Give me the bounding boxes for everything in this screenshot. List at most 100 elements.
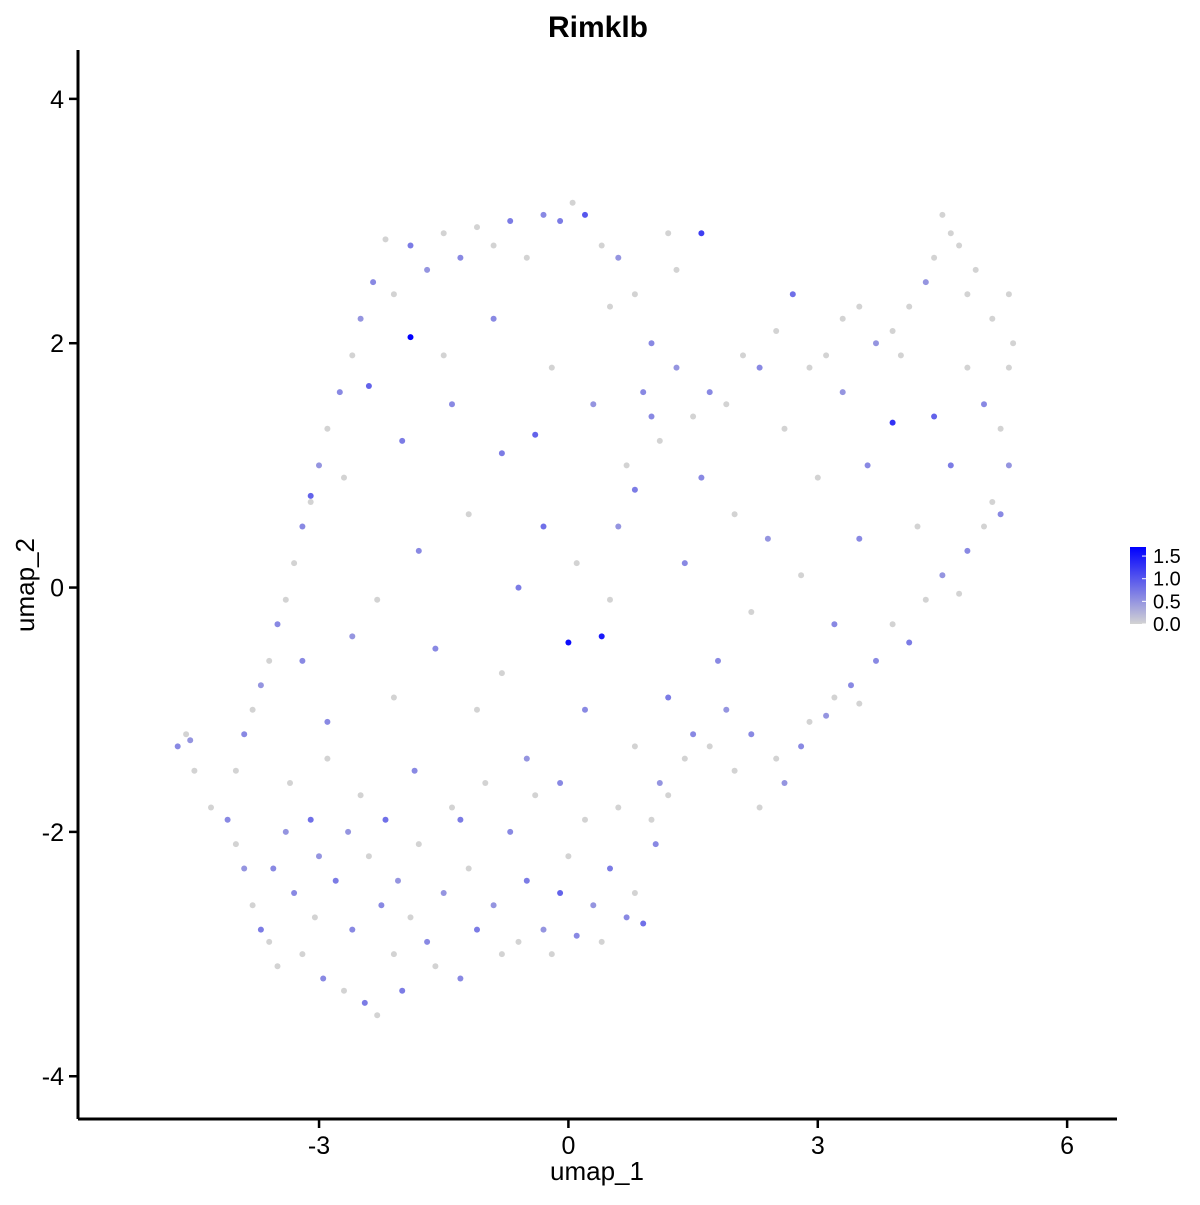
data-point (723, 401, 730, 408)
data-point (931, 413, 938, 420)
data-point (773, 755, 780, 762)
data-point (532, 431, 539, 438)
data-point (964, 547, 971, 554)
data-point (374, 596, 381, 603)
data-point (673, 364, 680, 371)
data-point (573, 932, 580, 939)
data-point (465, 865, 472, 872)
data-point (598, 633, 605, 640)
y-tick-label: -4 (42, 1063, 64, 1091)
data-point (299, 951, 306, 958)
data-point (615, 523, 622, 530)
data-point (756, 364, 763, 371)
data-point (311, 914, 318, 921)
data-point (631, 743, 638, 750)
data-point (432, 645, 439, 652)
data-point (723, 706, 730, 713)
data-point (856, 535, 863, 542)
data-point (897, 352, 904, 359)
data-point (548, 951, 555, 958)
data-point (956, 590, 963, 597)
data-point (773, 328, 780, 334)
data-point (316, 853, 322, 860)
data-point (474, 224, 480, 231)
data-point (474, 706, 480, 713)
data-point (415, 841, 422, 848)
data-point (856, 700, 863, 707)
data-point (931, 254, 938, 261)
data-point (740, 352, 746, 359)
data-point (665, 230, 672, 237)
data-point (415, 547, 422, 554)
data-point (540, 211, 547, 218)
chart-title: Rimklb (548, 11, 648, 44)
data-point (282, 828, 289, 835)
data-point (698, 230, 705, 237)
data-point (756, 804, 763, 811)
data-point (731, 767, 738, 774)
data-point (341, 474, 347, 481)
data-point (515, 938, 522, 945)
data-point (424, 938, 431, 945)
data-point (748, 731, 755, 738)
data-point (989, 499, 996, 505)
data-point (324, 718, 331, 725)
data-point (274, 621, 281, 628)
data-point (964, 291, 971, 298)
data-point (557, 780, 564, 786)
data-point (324, 425, 331, 432)
data-point (781, 425, 788, 432)
data-point (291, 890, 298, 896)
x-tick-label: 3 (811, 1132, 825, 1160)
legend-tick-label: 0.5 (1153, 591, 1181, 613)
data-point (287, 780, 293, 786)
data-point (873, 340, 879, 347)
data-point (806, 364, 813, 371)
data-point (939, 572, 946, 579)
data-point (631, 486, 638, 493)
data-point (798, 743, 805, 750)
x-tick-label: 0 (561, 1132, 575, 1160)
data-point (989, 315, 996, 322)
data-point (357, 792, 364, 799)
data-point (345, 828, 352, 835)
legend-ticks: 0.00.51.01.5 (1142, 546, 1181, 636)
data-point (465, 511, 472, 518)
data-point (490, 902, 497, 909)
data-point (440, 352, 447, 359)
data-point (266, 657, 273, 664)
data-point (997, 425, 1004, 432)
data-point (615, 254, 622, 261)
data-point (187, 737, 194, 744)
data-point (299, 657, 306, 664)
data-point (390, 694, 397, 701)
data-point (270, 865, 277, 872)
data-point (482, 780, 489, 786)
data-point (806, 718, 813, 725)
data-point (690, 413, 697, 420)
data-point (906, 639, 913, 646)
data-point (607, 303, 613, 310)
data-point (341, 987, 347, 994)
x-ticks: -3 0 3 6 (308, 1119, 1074, 1160)
x-tick-label: 6 (1060, 1132, 1074, 1160)
data-point (307, 492, 314, 499)
data-point (964, 364, 971, 371)
data-point (498, 450, 505, 457)
data-point (432, 963, 439, 970)
data-point (972, 266, 979, 273)
data-point (1005, 364, 1012, 371)
data-point (781, 780, 788, 786)
y-tick-label: 4 (50, 86, 64, 114)
data-point (706, 743, 713, 750)
data-point (407, 334, 414, 341)
data-point (590, 401, 597, 408)
data-point (490, 242, 497, 249)
data-point (615, 804, 622, 811)
data-point (291, 560, 298, 567)
data-point (257, 926, 264, 933)
data-point (382, 816, 389, 823)
data-point (914, 523, 921, 530)
data-point (823, 712, 830, 719)
